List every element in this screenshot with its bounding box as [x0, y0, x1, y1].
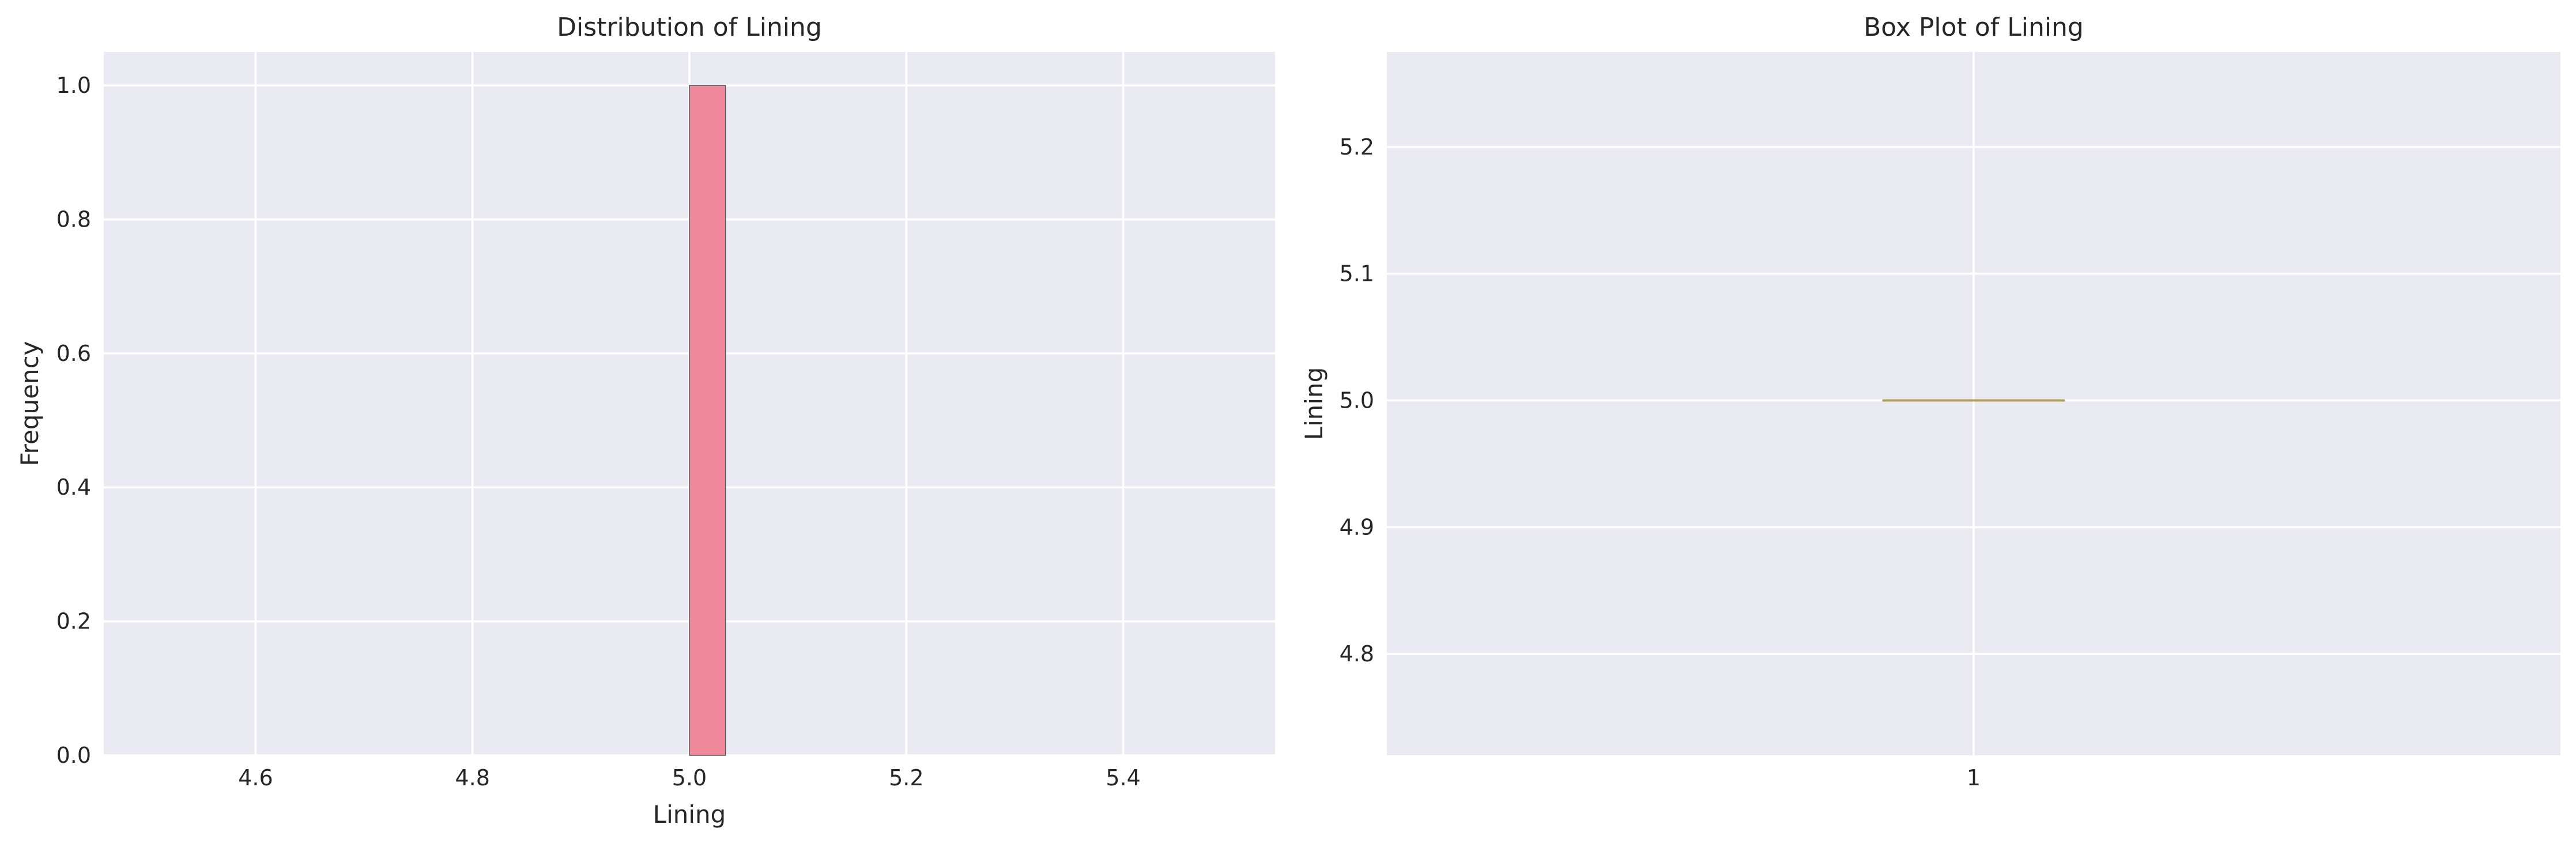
- x-tick-label: 5.0: [672, 765, 707, 790]
- histogram-chart: 4.6 4.8 5.0 5.2 5.4 0.0 0.2 0.4 0.6 0.8 1.0 Distr…: [16, 13, 1275, 829]
- boxplot-x-ticks: 1: [1967, 765, 1981, 790]
- boxplot-gridlines: [1387, 52, 2560, 755]
- boxplot-y-axis-label: Lining: [1300, 367, 1328, 441]
- histogram-bars: [689, 85, 726, 756]
- histogram-x-ticks: 4.6 4.8 5.0 5.2 5.4: [238, 765, 1141, 790]
- histogram-x-axis-label: Lining: [653, 800, 726, 829]
- histogram-bar: [689, 85, 726, 756]
- histogram-y-ticks: 0.0 0.2 0.4 0.6 0.8 1.0: [56, 73, 91, 768]
- histogram-title: Distribution of Lining: [557, 13, 822, 42]
- y-tick-label: 0.4: [56, 475, 91, 500]
- y-tick-label: 0.0: [56, 743, 91, 768]
- y-tick-label: 0.2: [56, 609, 91, 634]
- y-tick-label: 4.9: [1340, 514, 1374, 540]
- x-tick-label: 5.2: [889, 765, 923, 790]
- x-tick-label: 4.8: [455, 765, 489, 790]
- y-tick-label: 5.0: [1340, 388, 1374, 413]
- boxplot-chart: 1 4.8 4.9 5.0 5.1 5.2 Box Plot of Lining Lin…: [1300, 13, 2560, 790]
- y-tick-label: 5.1: [1340, 261, 1374, 287]
- y-tick-label: 5.2: [1340, 134, 1374, 160]
- y-tick-label: 0.6: [56, 341, 91, 366]
- y-tick-label: 1.0: [56, 73, 91, 98]
- x-tick-label: 1: [1967, 765, 1981, 790]
- x-tick-label: 4.6: [238, 765, 273, 790]
- x-tick-label: 5.4: [1106, 765, 1140, 790]
- histogram-y-axis-label: Frequency: [16, 341, 44, 466]
- boxplot-title: Box Plot of Lining: [1864, 13, 2084, 42]
- boxplot-y-ticks: 4.8 4.9 5.0 5.1 5.2: [1340, 134, 1374, 667]
- y-tick-label: 4.8: [1340, 641, 1374, 667]
- y-tick-label: 0.8: [56, 206, 91, 232]
